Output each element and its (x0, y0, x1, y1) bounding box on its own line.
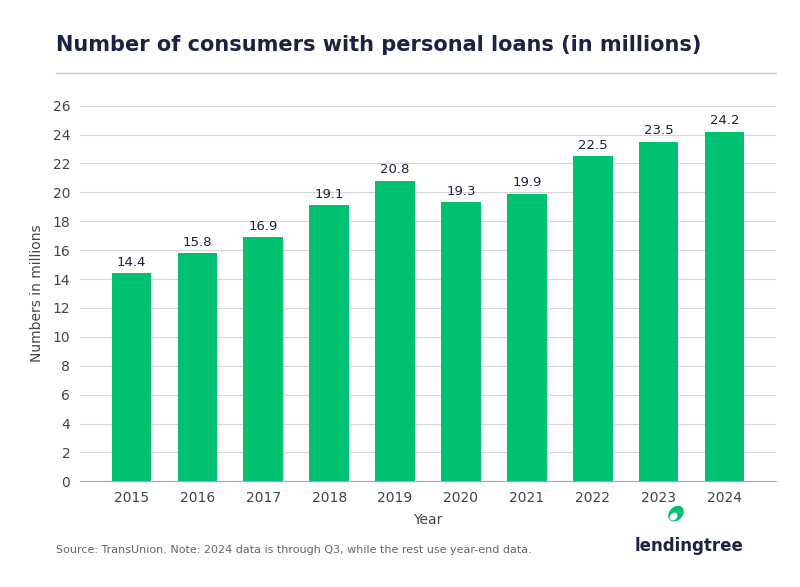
Text: 20.8: 20.8 (380, 163, 410, 177)
Text: 22.5: 22.5 (578, 139, 607, 152)
Bar (112, 274, 151, 481)
Text: 23.5: 23.5 (644, 124, 674, 137)
Bar (705, 131, 744, 481)
Bar (441, 203, 481, 481)
Bar (573, 156, 613, 481)
Bar (178, 253, 217, 481)
Text: 19.1: 19.1 (314, 188, 344, 201)
Bar (639, 142, 678, 481)
Y-axis label: Numbers in millions: Numbers in millions (30, 225, 44, 362)
Ellipse shape (668, 505, 684, 522)
Text: Number of consumers with personal loans (in millions): Number of consumers with personal loans … (56, 35, 702, 55)
Text: 14.4: 14.4 (117, 256, 146, 269)
Ellipse shape (670, 512, 678, 521)
Text: 16.9: 16.9 (249, 220, 278, 233)
Text: lendingtree: lendingtree (635, 537, 744, 555)
Text: Source: TransUnion. Note: 2024 data is through Q3, while the rest use year-end d: Source: TransUnion. Note: 2024 data is t… (56, 545, 532, 555)
Bar (243, 237, 283, 481)
Text: 24.2: 24.2 (710, 114, 739, 127)
Bar (507, 194, 546, 481)
Text: 15.8: 15.8 (182, 236, 212, 249)
Bar (375, 181, 415, 481)
Text: 19.9: 19.9 (512, 177, 542, 190)
Text: 19.3: 19.3 (446, 185, 476, 198)
X-axis label: Year: Year (414, 514, 442, 527)
Bar (310, 205, 349, 481)
